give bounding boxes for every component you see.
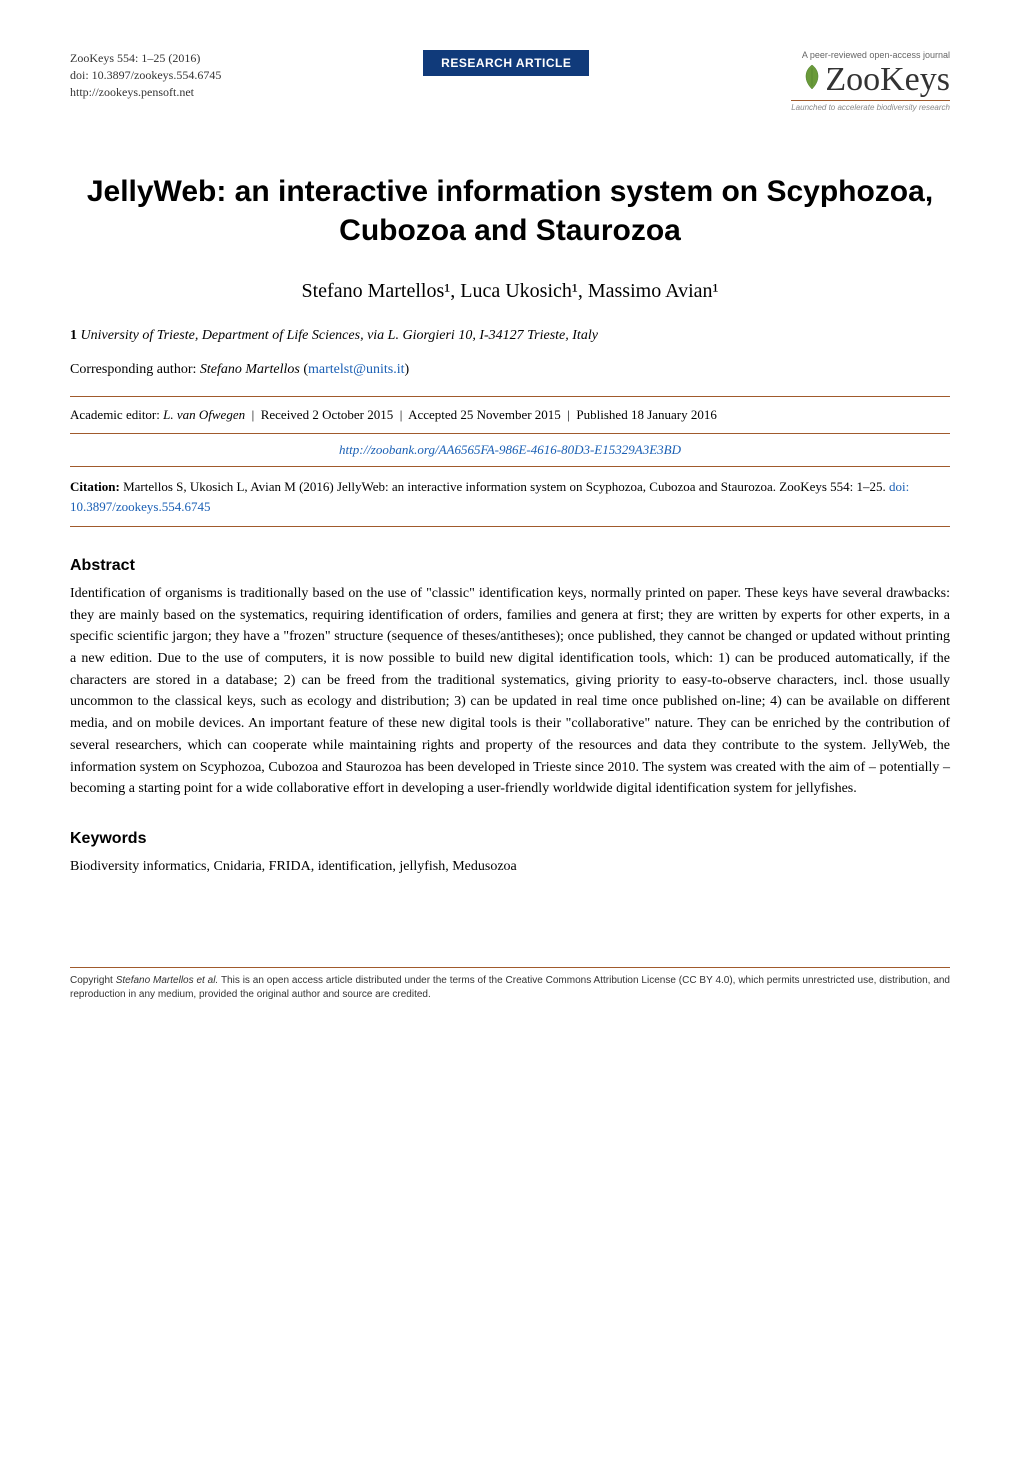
accepted-date: Accepted 25 November 2015 xyxy=(408,407,561,422)
affiliation-number: 1 xyxy=(70,328,77,343)
copyright-label: Copyright xyxy=(70,975,113,986)
academic-editor-label: Academic editor: xyxy=(70,407,160,422)
journal-url[interactable]: http://zookeys.pensoft.net xyxy=(70,85,194,99)
journal-doi: doi: 10.3897/zookeys.554.6745 xyxy=(70,67,221,84)
article-type-badge: RESEARCH ARTICLE xyxy=(423,50,589,76)
citation-label: Citation: xyxy=(70,479,120,494)
affiliation-text: University of Trieste, Department of Lif… xyxy=(81,328,598,343)
citation-text: Martellos S, Ukosich L, Avian M (2016) J… xyxy=(123,479,886,494)
corresponding-email[interactable]: martelst@units.it xyxy=(308,362,405,377)
page-footer: Copyright Stefano Martellos et al. This … xyxy=(70,967,950,1002)
copyright-holder: Stefano Martellos et al. xyxy=(116,975,219,986)
corresponding-author: Corresponding author: Stefano Martellos … xyxy=(70,362,950,378)
zoobank-link[interactable]: http://zoobank.org/AA6565FA-986E-4616-80… xyxy=(70,434,950,466)
keywords-heading: Keywords xyxy=(70,830,950,848)
logo-text: ZooKeys xyxy=(825,63,950,97)
affiliation: 1 University of Trieste, Department of L… xyxy=(70,328,950,344)
corresponding-label: Corresponding author: xyxy=(70,362,196,377)
corresponding-name: Stefano Martellos xyxy=(200,362,300,377)
journal-logo: A peer-reviewed open-access journal ZooK… xyxy=(791,50,950,112)
article-title: JellyWeb: an interactive information sys… xyxy=(70,172,950,250)
received-date: Received 2 October 2015 xyxy=(261,407,393,422)
published-date: Published 18 January 2016 xyxy=(576,407,716,422)
abstract-heading: Abstract xyxy=(70,557,950,575)
logo-name: ZooKeys xyxy=(791,62,950,98)
academic-editor-name: L. van Ofwegen xyxy=(163,407,245,422)
citation-box: Citation: Martellos S, Ukosich L, Avian … xyxy=(70,467,950,526)
leaf-icon xyxy=(797,62,827,98)
abstract-text: Identification of organisms is tradition… xyxy=(70,583,950,800)
journal-citation: ZooKeys 554: 1–25 (2016) xyxy=(70,50,221,67)
page-header: ZooKeys 554: 1–25 (2016) doi: 10.3897/zo… xyxy=(70,50,950,112)
authors-list: Stefano Martellos¹, Luca Ukosich¹, Massi… xyxy=(70,280,950,303)
editorial-dates: Academic editor: L. van Ofwegen | Receiv… xyxy=(70,397,950,433)
keywords-text: Biodiversity informatics, Cnidaria, FRID… xyxy=(70,856,950,877)
journal-info: ZooKeys 554: 1–25 (2016) doi: 10.3897/zo… xyxy=(70,50,221,100)
divider xyxy=(70,526,950,527)
logo-tagline-bottom: Launched to accelerate biodiversity rese… xyxy=(791,100,950,112)
copyright-notice: Copyright Stefano Martellos et al. This … xyxy=(70,968,950,1002)
logo-tagline-top: A peer-reviewed open-access journal xyxy=(791,50,950,60)
